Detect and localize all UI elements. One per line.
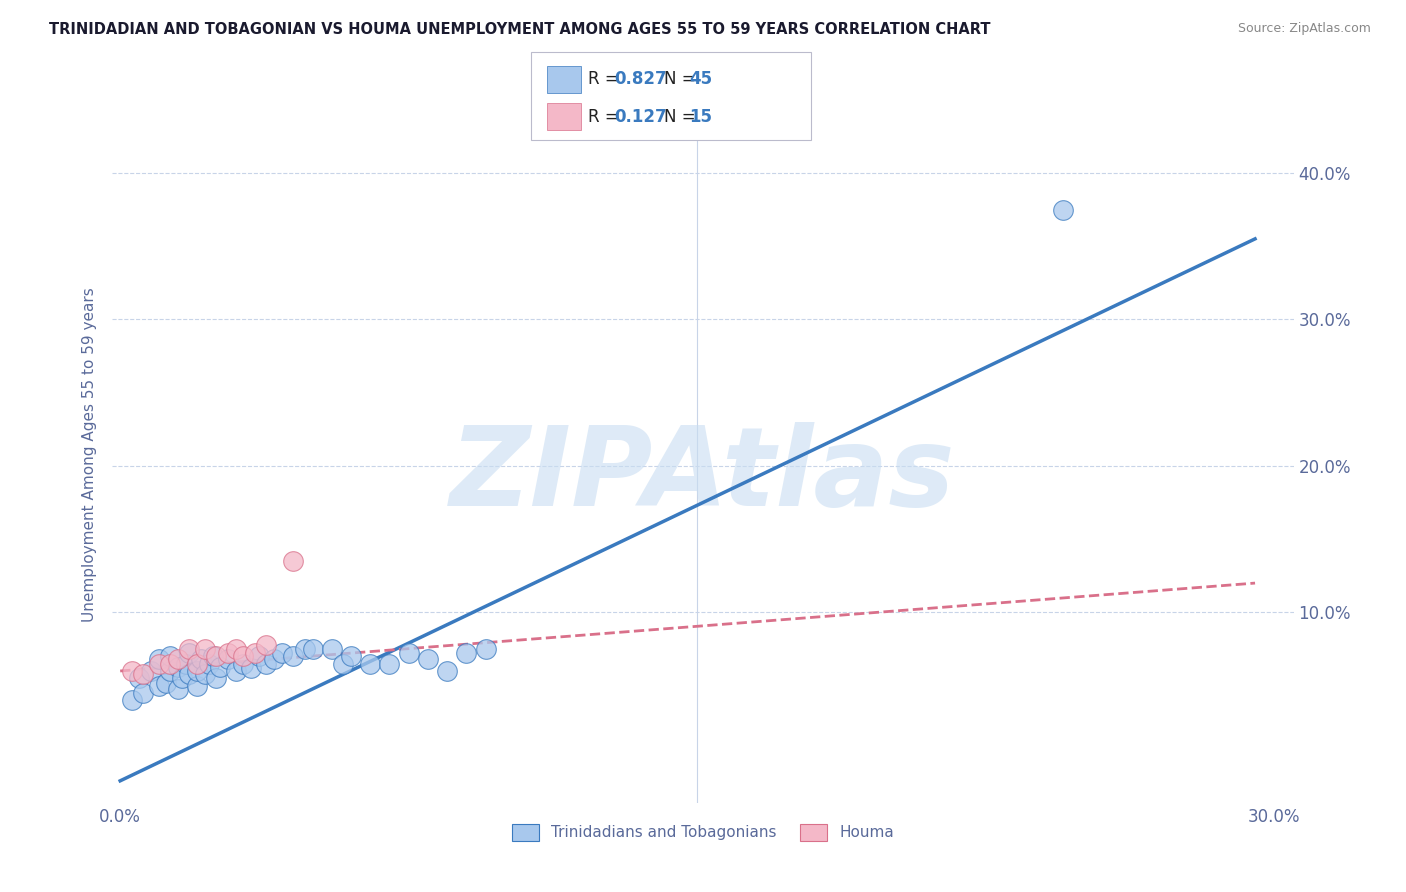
Point: [148, 652, 170, 666]
Point: [205, 649, 228, 664]
Text: TRINIDADIAN AND TOBAGONIAN VS HOUMA UNEMPLOYMENT AMONG AGES 55 TO 59 YEARS CORRE: TRINIDADIAN AND TOBAGONIAN VS HOUMA UNEM…: [49, 22, 991, 37]
Text: R =: R =: [588, 108, 624, 126]
Text: R =: R =: [588, 70, 624, 88]
Point: [225, 642, 247, 657]
Point: [321, 642, 343, 657]
Point: [121, 664, 143, 678]
Point: [359, 657, 381, 671]
Point: [240, 661, 263, 675]
Point: [159, 649, 181, 664]
Point: [132, 686, 155, 700]
Point: [179, 642, 201, 657]
Point: [148, 657, 170, 671]
Point: [398, 647, 420, 661]
Point: [283, 554, 305, 568]
Point: [436, 664, 458, 678]
Point: [132, 666, 155, 681]
Text: 0.127: 0.127: [614, 108, 666, 126]
Point: [121, 693, 143, 707]
Point: [205, 671, 228, 685]
Point: [225, 664, 247, 678]
Point: [301, 642, 323, 657]
Point: [254, 638, 277, 652]
Point: [416, 652, 439, 666]
Legend: Trinidadians and Tobagonians, Houma: Trinidadians and Tobagonians, Houma: [506, 817, 900, 847]
Point: [186, 657, 208, 671]
Point: [232, 657, 254, 671]
Text: 15: 15: [689, 108, 711, 126]
Point: [209, 659, 232, 673]
Point: [190, 652, 212, 666]
Point: [1052, 202, 1074, 217]
Point: [254, 657, 277, 671]
Point: [128, 671, 150, 685]
Point: [232, 649, 254, 664]
Text: N =: N =: [664, 108, 700, 126]
Point: [263, 652, 285, 666]
Point: [247, 649, 270, 664]
Point: [194, 642, 217, 657]
Y-axis label: Unemployment Among Ages 55 to 59 years: Unemployment Among Ages 55 to 59 years: [82, 287, 97, 623]
Point: [186, 664, 208, 678]
Text: ZIPAtlas: ZIPAtlas: [450, 422, 956, 529]
Point: [186, 679, 208, 693]
Point: [194, 666, 217, 681]
Point: [201, 649, 224, 664]
Point: [155, 675, 177, 690]
Point: [159, 664, 181, 678]
Point: [179, 666, 201, 681]
Point: [283, 649, 305, 664]
Text: N =: N =: [664, 70, 700, 88]
Point: [243, 647, 266, 661]
Point: [270, 647, 292, 661]
Point: [378, 657, 401, 671]
Text: 0.827: 0.827: [614, 70, 666, 88]
Text: Source: ZipAtlas.com: Source: ZipAtlas.com: [1237, 22, 1371, 36]
Point: [179, 647, 201, 661]
Point: [340, 649, 363, 664]
Point: [167, 659, 190, 673]
Text: 45: 45: [689, 70, 711, 88]
Point: [139, 664, 162, 678]
Point: [159, 657, 181, 671]
Point: [167, 681, 190, 696]
Point: [217, 647, 239, 661]
Point: [332, 657, 354, 671]
Point: [474, 642, 496, 657]
Point: [217, 652, 239, 666]
Point: [174, 657, 197, 671]
Point: [170, 671, 193, 685]
Point: [167, 652, 190, 666]
Point: [456, 647, 478, 661]
Point: [197, 657, 219, 671]
Point: [148, 679, 170, 693]
Point: [294, 642, 316, 657]
